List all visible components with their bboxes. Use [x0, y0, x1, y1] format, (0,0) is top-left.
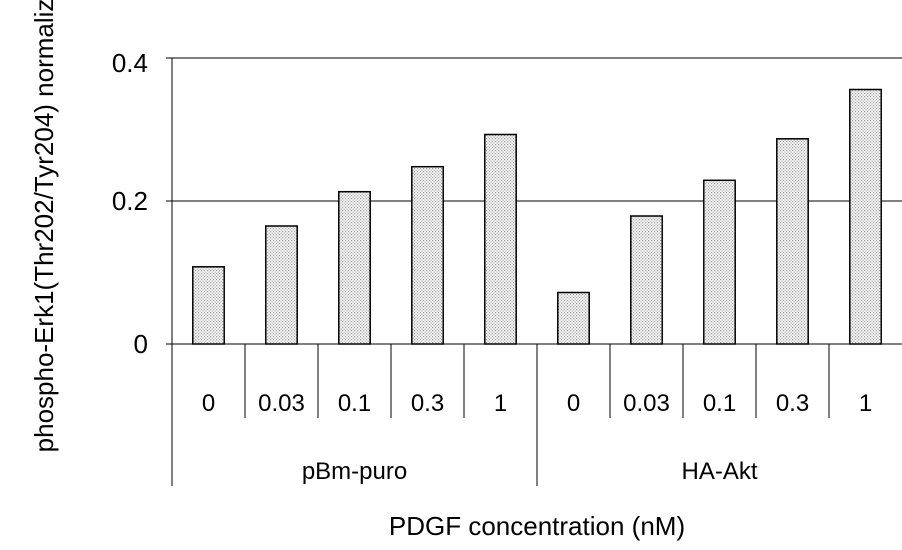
group-label-HA-Akt: HA-Akt — [681, 458, 757, 485]
y-tick-label-0: 0 — [134, 329, 148, 359]
bar-pBm-puro-0.3 — [411, 165, 444, 345]
x-tick-label-HA-Akt-0.1: 0.1 — [703, 390, 736, 417]
x-axis-title: PDGF concentration (nM) — [389, 511, 685, 541]
x-tick-label-pBm-puro-1: 1 — [494, 390, 507, 417]
x-tick-label-pBm-puro-0.1: 0.1 — [338, 390, 371, 417]
x-tick-label-HA-Akt-0.3: 0.3 — [776, 390, 809, 417]
x-tick-label-pBm-puro-0.3: 0.3 — [411, 390, 444, 417]
bar-HA-Akt-1 — [849, 88, 882, 345]
category-labels-layer: 0 0.03 0.1 0.3 1 pBm-puro 0 0.03 0.1 0.3 1 HA-Akt — [171, 344, 872, 486]
bars-layer — [192, 88, 882, 345]
bar-pBm-puro-1 — [484, 133, 517, 345]
bar-pBm-puro-0.03 — [265, 225, 298, 345]
bar-pBm-puro-0.1 — [338, 190, 371, 345]
bar-HA-Akt-0 — [557, 291, 590, 345]
x-tick-label-pBm-puro-0.03: 0.03 — [258, 390, 305, 417]
x-tick-label-HA-Akt-0: 0 — [567, 390, 580, 417]
bar-pBm-puro-0 — [192, 266, 225, 345]
y-tick-label-0.2: 0.2 — [112, 186, 148, 216]
x-tick-label-pBm-puro-0: 0 — [202, 390, 215, 417]
group-label-pBm-puro: pBm-puro — [302, 458, 407, 485]
x-tick-label-HA-Akt-0.03: 0.03 — [623, 390, 670, 417]
bar-HA-Akt-0.1 — [703, 179, 736, 345]
x-tick-label-HA-Akt-1: 1 — [859, 390, 872, 417]
bar-HA-Akt-0.3 — [776, 138, 809, 345]
y-tick-label-0.4: 0.4 — [112, 48, 148, 78]
bar-HA-Akt-0.03 — [630, 215, 663, 345]
y-axis-title: phospho-Erk1(Thr202/Tyr204) normalized — [29, 0, 59, 452]
